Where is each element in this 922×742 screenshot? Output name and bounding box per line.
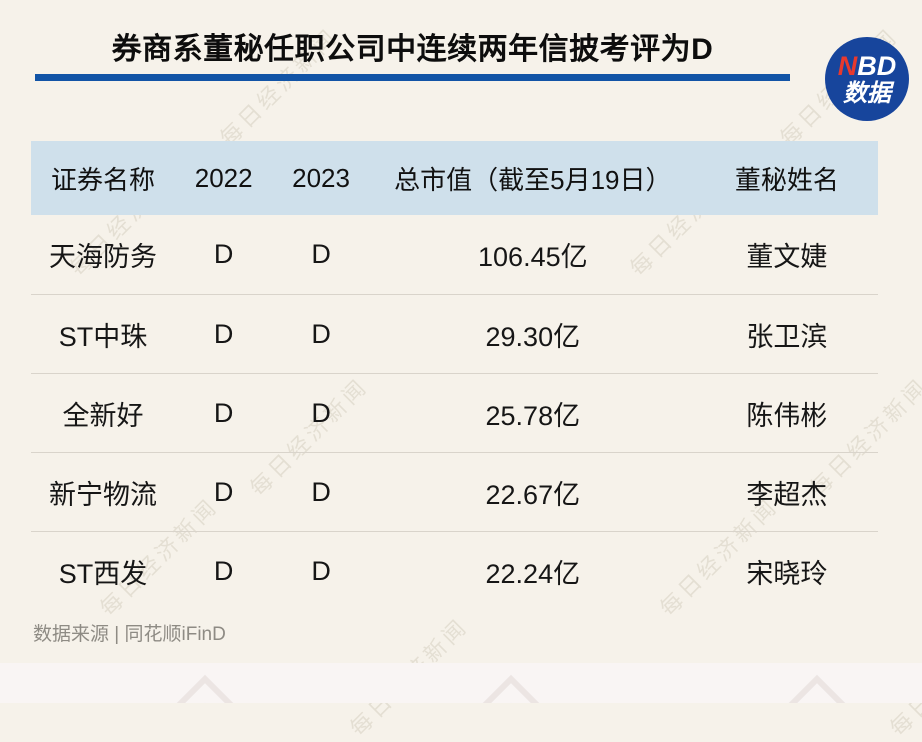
nbd-data-logo: NBD 数据 [825,37,909,121]
cell-rating-2023: D [311,239,331,269]
table-header-row: 证券名称 2022 2023 总市值（截至5月19日） 董秘姓名 [31,141,878,215]
cell-rating-2022: D [213,397,234,428]
table-row: 全新好 D D 25.78亿 陈伟彬 [31,373,878,452]
table-row: 新宁物流 D D 22.67亿 李超杰 [31,452,878,531]
table-row: 天海防务 D D 106.45亿 董文婕 [31,215,878,294]
cell-secretary: 李超杰 [746,479,828,510]
table-row: ST中珠 D D 29.30亿 张卫滨 [31,294,878,373]
mountain-logo-icon [762,671,872,703]
cell-secretary: 宋晓玲 [746,558,828,589]
cell-security-name: ST中珠 [58,321,148,352]
title-underline-rule [35,74,790,81]
nbd-logo-bd: BD [857,51,897,82]
mountain-logo-icon [456,671,566,703]
cell-rating-2022: D [213,476,234,507]
cell-market-cap: 22.24亿 [485,558,581,589]
cell-security-name: 新宁物流 [48,479,157,510]
bottom-brand-strip [0,663,922,703]
cell-market-cap: 25.78亿 [485,400,581,431]
cell-security-name: 天海防务 [48,242,157,272]
cell-secretary: 董文婕 [746,242,828,272]
table-row: ST西发 D D 22.24亿 宋晓玲 [31,531,878,610]
cell-rating-2022: D [213,318,234,349]
cell-rating-2023: D [311,397,331,428]
cell-secretary: 张卫滨 [746,321,828,352]
cell-rating-2023: D [311,318,331,349]
mountain-logo-icon [150,671,260,703]
data-source-note: 数据来源 | 同花顺iFinD [33,624,226,645]
cell-security-name: 全新好 [62,400,144,431]
header: 券商系董秘任职公司中连续两年信披考评为D [35,24,790,68]
column-header-market-cap: 总市值（截至5月19日） [394,164,672,195]
column-header-secretary: 董秘姓名 [734,164,839,195]
cell-market-cap: 106.45亿 [478,242,588,272]
disclosure-rating-table: 证券名称 2022 2023 总市值（截至5月19日） 董秘姓名 天海防务 D … [31,141,878,610]
cell-rating-2023: D [311,555,331,586]
column-header-2022: 2022 [194,162,253,193]
nbd-logo-n: N [837,51,858,82]
column-header-security-name: 证券名称 [50,164,155,195]
cell-security-name: ST西发 [58,558,148,589]
page-title: 券商系董秘任职公司中连续两年信披考评为D [111,33,714,66]
nbd-logo-subtext: 数据 [843,79,891,107]
cell-market-cap: 22.67亿 [485,479,581,510]
cell-market-cap: 29.30亿 [485,321,581,352]
cell-rating-2022: D [213,239,234,269]
cell-secretary: 陈伟彬 [746,400,828,431]
cell-rating-2023: D [311,476,331,507]
cell-rating-2022: D [213,555,234,586]
column-header-2023: 2023 [292,162,350,193]
nbd-logo-text: NBD [838,52,897,80]
